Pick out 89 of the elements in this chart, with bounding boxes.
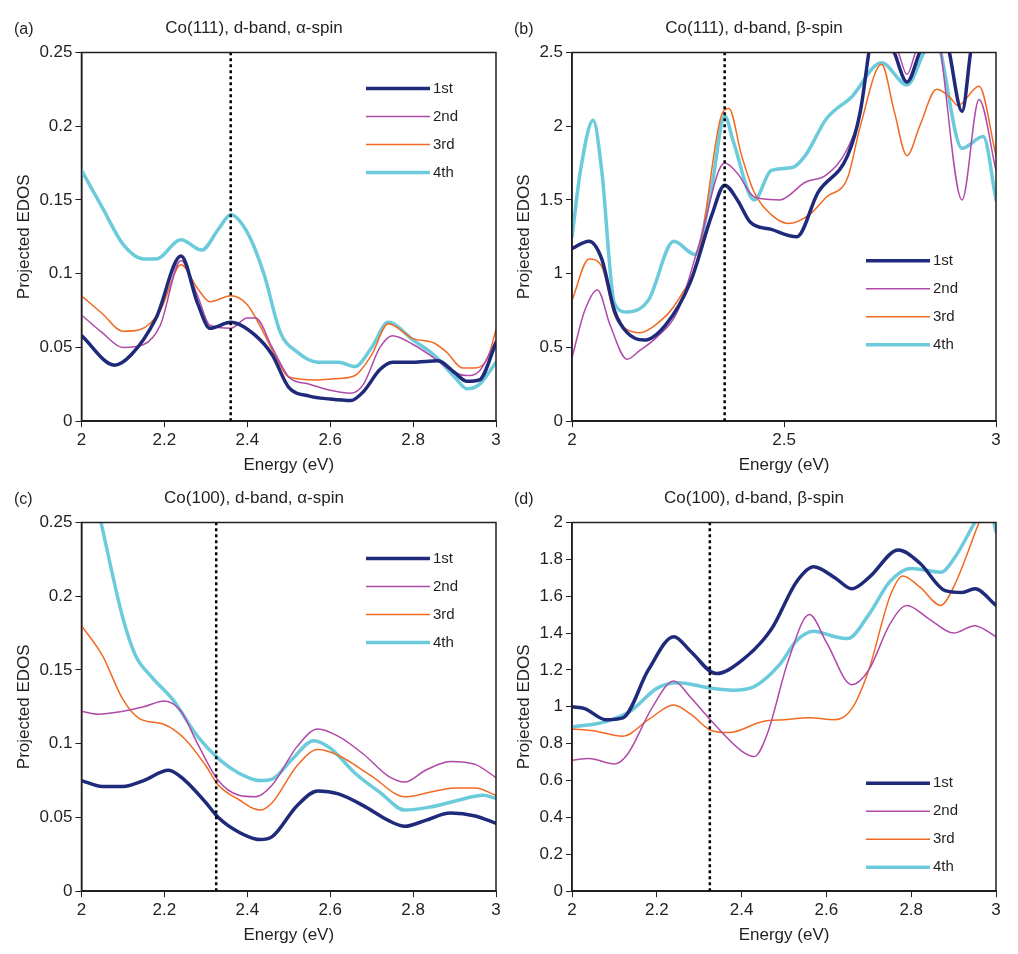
y-tick-label: 0.25 — [39, 512, 73, 532]
y-tick-label: 1.5 — [539, 189, 564, 209]
x-tick-label: 2.4 — [235, 430, 260, 450]
chart-title: Co(100), d-band, β-spin — [664, 487, 844, 507]
y-axis-title: Projected EDOS — [513, 174, 533, 300]
y-tick-label: 1.8 — [539, 548, 564, 568]
x-tick-label: 3 — [491, 430, 501, 450]
x-axis-title: Energy (eV) — [243, 925, 335, 945]
line-series — [81, 700, 496, 798]
y-tick-label: 2 — [553, 512, 564, 532]
x-tick-label: 2.2 — [152, 430, 177, 450]
x-tick-label: 2.6 — [318, 430, 343, 450]
y-tick-label: 0.15 — [39, 189, 73, 209]
y-tick-label: 0.2 — [48, 115, 73, 135]
chart-title: Co(111), d-band, β-spin — [665, 17, 843, 37]
y-tick-label: 0.05 — [39, 807, 73, 827]
x-tick-label: 2.5 — [772, 430, 796, 450]
y-tick-label: 2 — [553, 115, 564, 135]
y-tick-label: 0.6 — [539, 770, 564, 790]
line-series — [572, 548, 996, 722]
y-tick-label: 0.2 — [48, 585, 73, 605]
x-tick-label: 2.8 — [401, 900, 425, 920]
x-tick-label: 2.2 — [645, 900, 669, 920]
text: (d) — [514, 490, 534, 508]
y-tick-label: 0.5 — [539, 337, 564, 357]
text: (b) — [514, 20, 534, 38]
line-series — [572, 604, 996, 765]
y-tick-label: 0.05 — [39, 337, 73, 357]
legend-label: 4th — [933, 857, 954, 875]
line-series — [99, 522, 496, 812]
y-tick-label: 0.25 — [39, 42, 73, 62]
x-axis-title: Energy (eV) — [243, 455, 335, 475]
y-tick-label: 0 — [63, 410, 73, 430]
y-tick-label: 1.2 — [539, 659, 564, 679]
x-tick-label: 2.2 — [152, 900, 177, 920]
y-tick-label: 0.4 — [539, 807, 564, 827]
legend-label: 3rd — [933, 306, 955, 324]
legend-label: 3rd — [433, 604, 455, 622]
x-axis-title: Energy (eV) — [738, 925, 830, 945]
legend-label: 4th — [433, 632, 454, 650]
y-tick-label: 1 — [553, 696, 564, 716]
y-tick-label: 0.1 — [48, 733, 73, 753]
y-tick-label: 0.1 — [48, 263, 73, 283]
y-tick-label: 0 — [553, 880, 564, 900]
x-tick-label: 2.6 — [814, 900, 839, 920]
line-series — [81, 168, 496, 391]
x-tick-label: 2.6 — [318, 900, 343, 920]
x-tick-label: 2.4 — [729, 900, 754, 920]
y-tick-label: 0 — [63, 880, 73, 900]
x-tick-label: 2 — [76, 430, 87, 450]
x-tick-label: 3 — [991, 430, 1001, 450]
legend-label: 2nd — [433, 576, 459, 594]
legend-label: 2nd — [933, 278, 959, 296]
legend-label: 1st — [433, 548, 454, 566]
legend-label: 4th — [433, 162, 454, 180]
x-tick-label: 2 — [76, 900, 87, 920]
x-axis-title: Energy (eV) — [738, 455, 830, 475]
y-tick-label: 1.4 — [539, 622, 564, 642]
x-tick-label: 2 — [567, 900, 577, 920]
y-axis-title: Projected EDOS — [513, 644, 533, 770]
y-tick-label: 0.15 — [39, 659, 73, 679]
x-tick-label: 2 — [567, 430, 577, 450]
legend-label: 2nd — [933, 801, 959, 819]
y-tick-label: 0 — [553, 410, 564, 430]
line-series — [81, 768, 496, 842]
legend-label: 3rd — [933, 829, 955, 847]
y-tick-label: 0.8 — [539, 733, 564, 753]
legend-label: 2nd — [433, 106, 459, 124]
legend-label: 1st — [433, 78, 454, 96]
text: (c) — [14, 490, 33, 508]
y-axis-title: Projected EDOS — [13, 644, 33, 770]
text: (a) — [14, 20, 34, 38]
x-tick-label: 3 — [491, 900, 501, 920]
y-tick-label: 1 — [553, 263, 564, 283]
x-tick-label: 2.8 — [899, 900, 924, 920]
y-tick-label: 1.6 — [539, 585, 564, 605]
legend-label: 4th — [933, 334, 954, 352]
legend-label: 1st — [933, 773, 954, 791]
legend-label: 1st — [933, 250, 954, 268]
x-tick-label: 3 — [991, 900, 1001, 920]
y-axis-title: Projected EDOS — [13, 174, 33, 300]
x-tick-label: 2.4 — [235, 900, 260, 920]
chart-title: Co(100), d-band, α-spin — [164, 487, 344, 507]
y-tick-label: 2.5 — [539, 42, 564, 62]
legend-label: 3rd — [433, 134, 455, 152]
x-tick-label: 2.8 — [401, 430, 425, 450]
y-tick-label: 0.2 — [539, 844, 564, 864]
chart-title: Co(111), d-band, α-spin — [165, 17, 343, 37]
line-series — [81, 624, 496, 811]
